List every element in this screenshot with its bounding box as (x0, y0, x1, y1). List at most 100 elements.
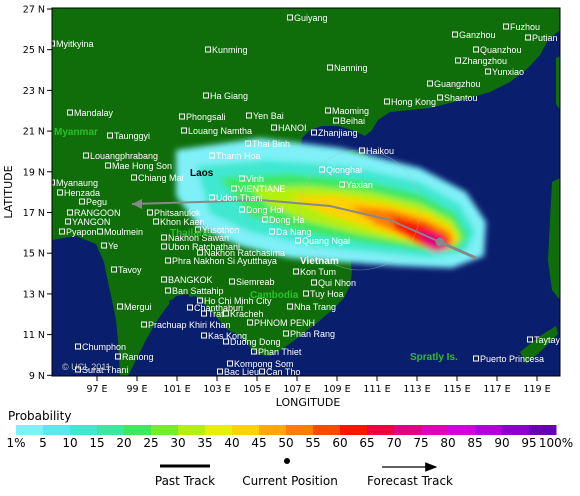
city-label: Taunggyi (114, 131, 150, 141)
legend-swatch (178, 425, 206, 435)
legend-color-bar (16, 425, 557, 435)
city-label: Haikou (366, 146, 394, 156)
city-label: BANGKOK (168, 275, 213, 285)
city-label: Phongsali (186, 112, 226, 122)
city-label: Bac Lieu (224, 367, 259, 377)
city-marker (223, 310, 229, 317)
city-label: Myanaung (56, 178, 98, 188)
city-marker (525, 34, 531, 41)
city-marker (187, 304, 193, 311)
city-label: Can Tho (266, 367, 300, 377)
country-label-vietnam: Vietnam (300, 256, 339, 267)
city-marker (287, 303, 293, 310)
legend-swatch (313, 425, 341, 435)
city-marker (303, 290, 309, 297)
y-tick-label: 17 N (23, 208, 45, 219)
city-label: VIENTIANE (238, 184, 286, 194)
x-tick-label: 103 E (203, 384, 230, 395)
city-label: Qui Nhon (318, 278, 356, 288)
city-label: Fuzhou (510, 22, 540, 32)
legend-label: 55 (305, 436, 320, 450)
legend-label: 80 (440, 436, 455, 450)
forecast-track-line (131, 198, 441, 243)
legend-label: 20 (116, 436, 131, 450)
y-tick-label: 9 N (29, 371, 45, 382)
city-label: Pyapon (66, 227, 97, 237)
city-marker (181, 127, 187, 134)
current-position-label: Current Position (242, 474, 338, 488)
legend-swatch (97, 425, 125, 435)
city-label: Mandalay (74, 108, 114, 118)
legend-label: 60 (332, 436, 347, 450)
legend-label: 10 (62, 436, 77, 450)
city-marker (311, 129, 317, 136)
city-label: Siemreab (236, 277, 275, 287)
city-label: Louang Namtha (188, 126, 252, 136)
legend-swatch (16, 425, 44, 435)
legend-label: 100% (539, 436, 573, 450)
city-marker (67, 209, 73, 216)
legend-swatch (475, 425, 503, 435)
country-label-spratly: Spratly Is. (410, 352, 458, 363)
city-label: Quang Ngai (302, 236, 350, 246)
city-marker (97, 228, 103, 235)
city-label: Taytay (534, 335, 561, 345)
city-label: Qionghai (326, 165, 362, 175)
city-label: Moulmein (104, 227, 143, 237)
city-marker (141, 321, 147, 328)
city-marker (427, 80, 433, 87)
city-label: Zhangzhou (462, 56, 507, 66)
city-marker (52, 40, 55, 47)
city-label: Phitsanulok (154, 208, 201, 218)
city-marker (197, 297, 203, 304)
city-label: Yunxiao (492, 67, 524, 77)
city-marker (101, 242, 107, 249)
palawan-island (520, 326, 558, 364)
city-label: Duong Dong (230, 337, 281, 347)
legend-swatch (259, 425, 287, 435)
city-marker (503, 23, 509, 30)
legend-label: 65 (359, 436, 374, 450)
legend-label: 40 (224, 436, 239, 450)
city-marker (203, 92, 209, 99)
city-marker (227, 360, 233, 367)
x-axis-title: LONGITUDE (276, 396, 341, 409)
city-marker (79, 198, 85, 205)
gulf-of-thailand (166, 296, 250, 376)
current-position-marker (435, 237, 445, 247)
x-tick-label: 111 E (363, 384, 390, 395)
city-label: Ye (108, 241, 118, 251)
city-marker (319, 166, 325, 173)
city-marker (147, 209, 153, 216)
x-tick-label: 97 E (86, 384, 107, 395)
city-label: Tavoy (118, 265, 142, 275)
y-tick-label: 15 N (23, 249, 45, 260)
city-marker (179, 113, 185, 120)
city-marker (384, 98, 390, 105)
city-label: Phan Thiet (258, 347, 302, 357)
y-tick-label: 11 N (23, 330, 45, 341)
city-label: Ban Sattahip (172, 286, 224, 296)
city-marker (52, 179, 55, 186)
city-label: Phra Nakhon Si Ayutthaya (172, 256, 277, 266)
city-label: Ubon Ratchathani (168, 242, 240, 252)
city-label: Zhanjiang (318, 128, 358, 138)
city-label: Mae Hong Son (112, 161, 172, 171)
city-label: PHNOM PENH (254, 318, 315, 328)
legend-swatch (70, 425, 98, 435)
legend-label: 50 (278, 436, 293, 450)
city-marker (65, 218, 71, 225)
city-label: Udon Thani (216, 193, 262, 203)
city-label: YANGON (72, 217, 110, 227)
y-tick-label: 13 N (23, 289, 45, 300)
city-marker (201, 310, 207, 317)
city-label: Louangphrabang (90, 151, 158, 161)
y-tick-label: 25 N (23, 45, 45, 56)
city-label: Ho Chi Minh City (204, 296, 272, 306)
legend-labels: 1% 5 10 15 20 25 30 35 40 45 50 55 60 65 70 75 80 85 90 95 1… (6, 436, 573, 450)
legend-label: 75 (413, 436, 428, 450)
city-label: Kas Kong (208, 331, 247, 341)
legend-label: 70 (386, 436, 401, 450)
